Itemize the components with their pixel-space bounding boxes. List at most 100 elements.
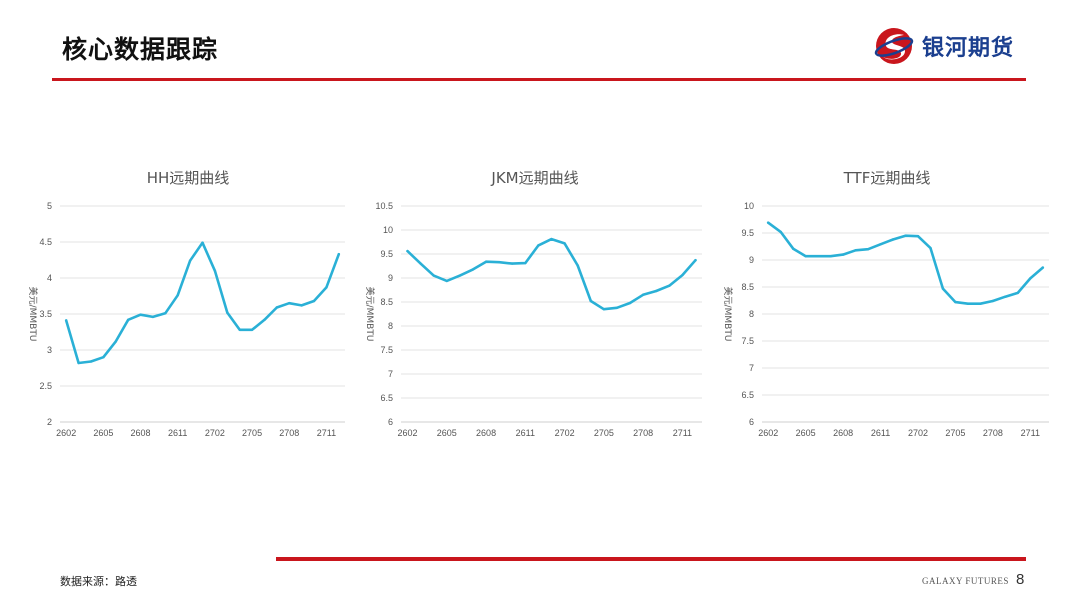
data-point (1029, 277, 1032, 280)
data-point (139, 313, 142, 316)
x-tick-label: 2608 (833, 428, 853, 438)
data-point (1004, 295, 1007, 298)
chart-ttf: TTF远期曲线 6 6.5 7 7.5 8 8.5 9 9.5 10 2602 2605 2608 261… (722, 169, 1049, 438)
x-tick-label: 2708 (633, 428, 653, 438)
data-point (471, 268, 475, 271)
data-point (979, 302, 982, 305)
y-tick-label: 7.5 (380, 345, 393, 355)
y-tick-label: 9 (388, 273, 393, 283)
y-axis-label: 美元/MMBTU (27, 287, 39, 342)
x-tick-label: 2605 (796, 428, 816, 438)
data-point (337, 253, 340, 256)
data-point (164, 312, 167, 315)
data-point (792, 247, 795, 250)
data-point (668, 284, 671, 287)
brand-logo: 银河期货 (874, 24, 1014, 68)
chart-title: HH远期曲线 (147, 169, 230, 187)
y-tick-label: 9.5 (741, 228, 754, 238)
x-tick-label: 2702 (908, 428, 928, 438)
chart-title: TTF远期曲线 (843, 169, 931, 187)
x-tick-label: 2602 (56, 428, 76, 438)
x-tick-label: 2705 (945, 428, 965, 438)
data-point (929, 246, 932, 250)
data-point (655, 289, 658, 293)
x-tick-label: 2711 (317, 428, 336, 438)
data-point (841, 253, 845, 256)
x-tick-label: 2705 (242, 428, 262, 438)
data-point (991, 299, 994, 303)
data-point (419, 262, 422, 265)
x-tick-label: 2611 (516, 428, 535, 438)
data-point (250, 328, 254, 331)
data-point (127, 318, 130, 321)
data-point (615, 306, 619, 309)
x-tick-label: 2608 (131, 428, 151, 438)
data-point (563, 242, 566, 245)
chart-hh: HH远期曲线 2 2.5 3 3.5 4 4.5 5 2602 2605 2608 2611 2702 2… (27, 169, 345, 438)
data-point (1016, 291, 1019, 295)
x-tick-label: 2711 (1021, 428, 1040, 438)
y-tick-label: 8 (749, 309, 754, 319)
y-tick-label: 2.5 (39, 381, 52, 391)
data-point (817, 255, 820, 258)
x-tick-label: 2605 (93, 428, 113, 438)
data-point (866, 248, 870, 251)
data-source-note: 数据来源：路透 (60, 575, 137, 588)
x-tick-label: 2708 (983, 428, 1003, 438)
x-tick-label: 2711 (673, 428, 692, 438)
data-point (524, 261, 527, 265)
footer-brand: GALAXY FUTURES (922, 576, 1009, 586)
x-tick-label: 2608 (476, 428, 496, 438)
data-point (641, 293, 645, 296)
data-point (511, 262, 514, 265)
galaxy-logo-icon (874, 28, 914, 64)
data-point (188, 259, 192, 262)
chart-title: JKM远期曲线 (490, 169, 578, 187)
y-tick-label: 7 (388, 369, 393, 379)
data-point (263, 318, 266, 321)
x-tick-label: 2702 (555, 428, 575, 438)
y-tick-label: 6 (749, 417, 754, 427)
logo-text: 银河期货 (922, 36, 1015, 61)
y-tick-label: 10 (744, 201, 754, 211)
data-point (89, 360, 93, 363)
data-point (628, 301, 632, 305)
y-tick-label: 3.5 (39, 309, 52, 319)
x-tick-label: 2611 (168, 428, 187, 438)
series-line (64, 241, 341, 365)
y-tick-label: 7 (749, 363, 754, 373)
x-tick-label: 2702 (205, 428, 225, 438)
chart-jkm: JKM远期曲线 6 6.5 7 7.5 8 8.5 9 9.5 10 10.5 2602 2605 260… (364, 169, 702, 438)
data-point (114, 340, 118, 343)
y-tick-label: 8.5 (380, 297, 393, 307)
y-tick-label: 2 (47, 417, 52, 427)
data-point (941, 287, 945, 290)
data-point (891, 238, 895, 241)
data-point (589, 299, 592, 303)
series-line (406, 237, 697, 311)
data-point (65, 319, 68, 322)
footer-divider (276, 557, 1026, 561)
data-point (804, 255, 807, 258)
y-tick-label: 4.5 (39, 237, 52, 247)
y-tick-label: 9 (749, 255, 754, 265)
x-tick-label: 2602 (758, 428, 778, 438)
y-tick-label: 6.5 (380, 393, 393, 403)
y-tick-label: 5 (47, 201, 52, 211)
data-point (904, 234, 907, 237)
data-point (226, 311, 229, 314)
data-point (201, 241, 204, 244)
y-tick-label: 6.5 (741, 390, 754, 400)
data-point (445, 279, 448, 283)
data-point (300, 304, 303, 307)
y-tick-label: 9.5 (380, 249, 393, 259)
data-point (458, 274, 462, 277)
y-tick-label: 10.5 (375, 201, 393, 211)
data-point (325, 286, 328, 289)
data-point (498, 261, 501, 264)
data-point (1041, 266, 1044, 269)
x-tick-label: 2705 (594, 428, 614, 438)
data-point (213, 269, 217, 272)
y-tick-label: 6 (388, 417, 393, 427)
data-point (779, 230, 782, 234)
